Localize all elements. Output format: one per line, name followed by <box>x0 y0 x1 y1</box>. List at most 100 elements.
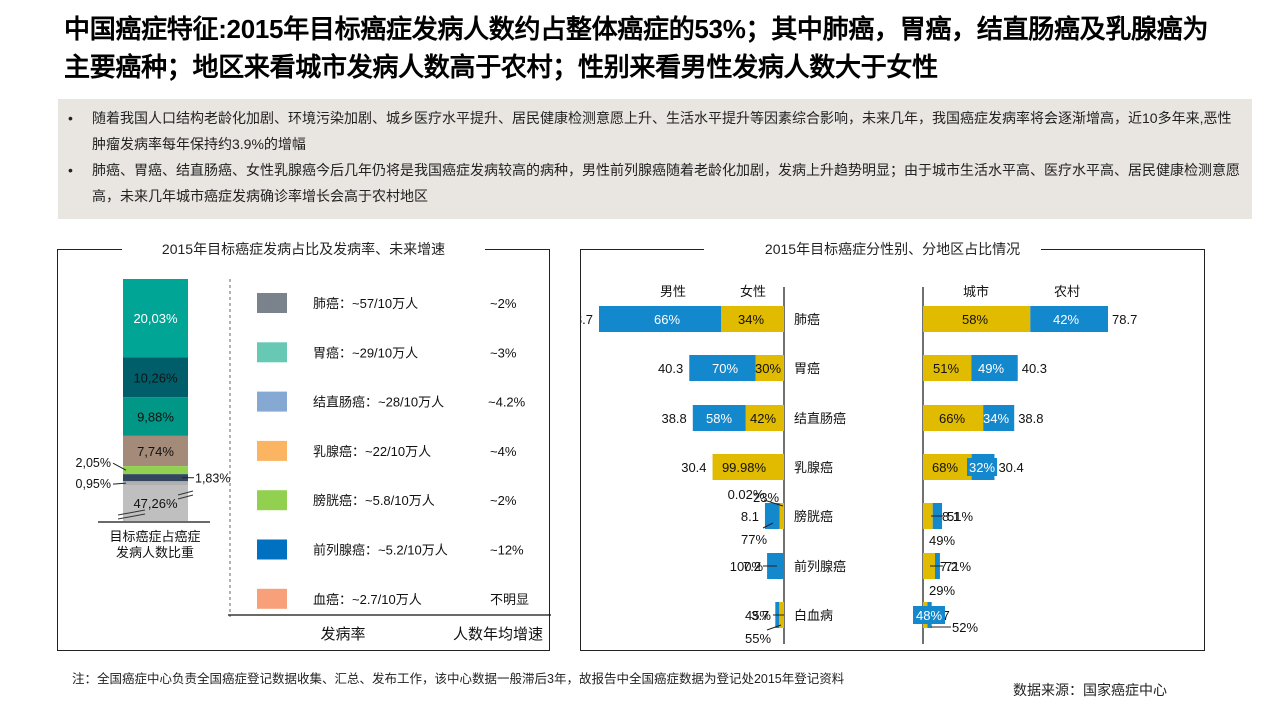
legend-growth-label: ~3% <box>490 345 517 360</box>
x-axis-label: 发病人数比重 <box>116 545 194 560</box>
category-label: 乳腺癌 <box>794 460 833 475</box>
panel-frame-line <box>1041 249 1204 250</box>
stacked-bar-segment <box>123 485 188 521</box>
bar-male <box>689 355 756 381</box>
label-bg <box>913 606 945 624</box>
category-label: 肺癌 <box>794 312 820 327</box>
label-female: 30% <box>755 361 781 376</box>
label-rural: 32% <box>969 460 995 475</box>
total-label-gender: 40.3 <box>658 361 683 376</box>
label-bg <box>967 458 997 476</box>
legend-swatch <box>257 539 287 560</box>
legend-swatch <box>257 588 287 609</box>
total-label-region: 38.8 <box>1018 411 1043 426</box>
label-female: 42% <box>750 411 776 426</box>
legend-growth-label: ~12% <box>490 543 524 558</box>
left-chart-panel: 2015年目标癌症发病占比及发病率、未来增速 20,03% 10,26% 9,88%… <box>57 241 551 651</box>
label-urban: 71% <box>945 559 971 574</box>
label-urban: 52% <box>952 620 978 635</box>
axis-break-mark <box>117 509 146 516</box>
segment-label: 7,74% <box>137 444 174 459</box>
bar-female <box>745 405 784 431</box>
leader-line <box>763 499 784 507</box>
bar-rural <box>983 405 1015 431</box>
gender-header-female: 女性 <box>740 284 766 299</box>
category-label: 胃癌 <box>794 361 820 376</box>
category-label: 膀胱癌 <box>794 509 833 524</box>
label-rural: 34% <box>983 411 1009 426</box>
label-female: 34% <box>738 312 764 327</box>
bar-rural <box>1030 306 1108 332</box>
legend-rate-label: 胃癌：~29/10万人 <box>313 345 418 360</box>
gender-header-male: 男性 <box>660 284 686 299</box>
total-label-region: 8.1 <box>942 509 960 524</box>
legend-rate-label: 结直肠癌：~28/10万人 <box>313 395 444 410</box>
label-urban: 68% <box>932 460 958 475</box>
stacked-bar-segment <box>123 474 188 482</box>
bar-urban <box>923 553 936 579</box>
axis-break-mark <box>177 490 194 496</box>
total-label-region: 30.4 <box>998 460 1023 475</box>
total-label-gender: 7.2 <box>743 559 761 574</box>
label-urban: 58% <box>962 312 988 327</box>
leader-line <box>112 482 127 485</box>
legend-swatch <box>257 391 287 412</box>
label-rural: 42% <box>1053 312 1079 327</box>
legend-rate-label: 肺癌：~57/10万人 <box>313 296 418 311</box>
bar-urban <box>923 306 1031 332</box>
category-label: 白血病 <box>794 608 833 623</box>
axis-break-mark <box>177 494 194 500</box>
total-label-gender: 78.7 <box>581 312 593 327</box>
region-header-urban: 城市 <box>963 284 989 299</box>
region-header-rural: 农村 <box>1054 284 1080 299</box>
summary-bullet: 随着我国人口结构老龄化加剧、环境污染加剧、城乡医疗水平提升、居民健康检测意愿上升… <box>68 105 1240 157</box>
left-chart-svg: 20,03% 10,26% 9,88% 7,74% 47,26% 2,05% 1,83% 0,… <box>76 279 551 643</box>
panel-frame-line <box>58 249 122 250</box>
segment-label: 47,26% <box>133 496 178 511</box>
legend-rate-label: 前列腺癌：~5.2/10万人 <box>313 543 448 558</box>
stacked-bar-segment <box>123 397 188 436</box>
total-label-gender: 3.7 <box>751 608 769 623</box>
legend-growth-label: ~4% <box>490 444 517 459</box>
label-urban: 66% <box>939 411 965 426</box>
label-female: 23% <box>753 490 779 505</box>
legend-growth-label: ~4.2% <box>488 395 526 410</box>
column-header-rate: 发病率 <box>320 626 365 643</box>
segment-label: 20,03% <box>133 311 178 326</box>
segment-label: 1,83% <box>195 472 230 486</box>
right-chart-title: 2015年目标癌症分性别、分地区占比情况 <box>764 241 1021 257</box>
leader-line <box>112 462 127 471</box>
label-urban: 51% <box>933 361 959 376</box>
bar-urban <box>923 405 984 431</box>
legend-swatch <box>257 342 287 363</box>
label-male: 45% <box>745 608 771 623</box>
footnote: 注：全国癌症中心负责全国癌症登记数据收集、汇总、发布工作，该中心数据一般滞后3年… <box>72 672 845 686</box>
stacked-bar-segment <box>123 466 188 475</box>
segment-label: 10,26% <box>133 370 178 385</box>
legend-growth-label: 不明显 <box>490 592 529 607</box>
bar-urban <box>923 355 972 381</box>
total-label-gender: 8.1 <box>741 509 759 524</box>
axis-break-mark <box>117 513 146 520</box>
total-label-region: 7.2 <box>940 559 958 574</box>
total-label-region: 40.3 <box>1022 361 1047 376</box>
bar-rural <box>971 355 1018 381</box>
label-male: 77% <box>741 532 767 547</box>
x-axis-label: 目标癌症占癌症 <box>109 529 200 544</box>
stacked-bar-segment <box>123 435 188 467</box>
leader-line <box>762 522 774 529</box>
bar-female <box>721 306 784 332</box>
stacked-bar-segment <box>123 481 188 485</box>
left-chart-title: 2015年目标癌症发病占比及发病率、未来增速 <box>161 241 446 257</box>
category-label: 结直肠癌 <box>794 411 846 426</box>
label-male: 66% <box>654 312 680 327</box>
legend-swatch <box>257 293 287 313</box>
label-female: 99.98% <box>722 460 767 475</box>
leader-line <box>766 624 782 631</box>
legend-growth-label: ~2% <box>490 493 517 508</box>
legend-rate-label: 乳腺癌：~22/10万人 <box>313 444 431 459</box>
label-male: 70% <box>712 361 738 376</box>
label-male: 58% <box>706 411 732 426</box>
